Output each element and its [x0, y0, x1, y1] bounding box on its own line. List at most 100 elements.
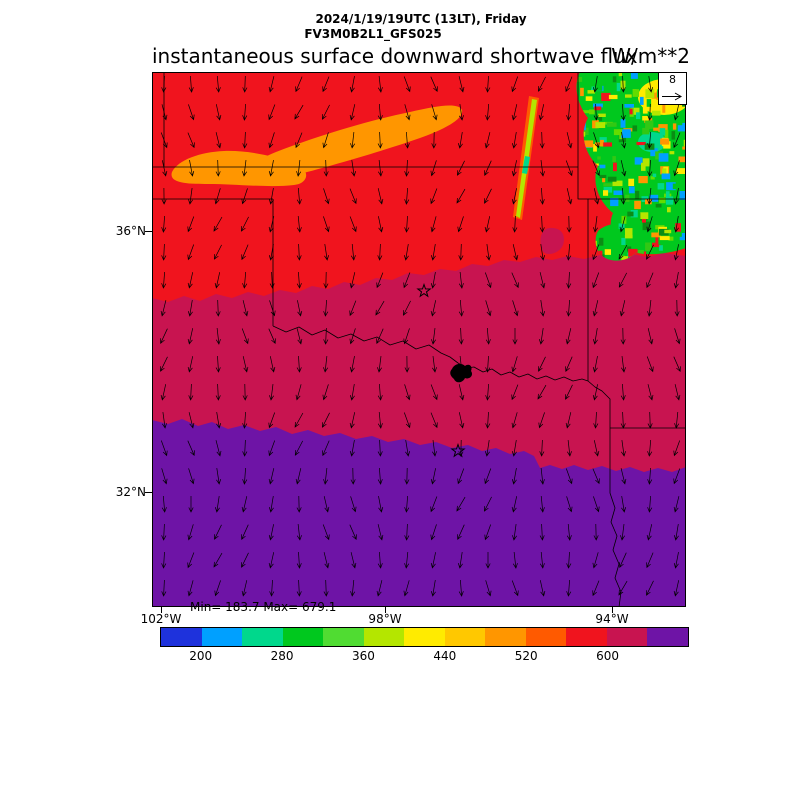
cloud-noise-cell	[625, 228, 633, 237]
wind-arrow	[323, 327, 329, 345]
units-label: W/m**2	[611, 44, 690, 68]
wind-arrow	[403, 580, 410, 597]
wind-arrow	[430, 300, 437, 317]
wind-arrow	[187, 552, 195, 569]
wind-arrow	[161, 187, 167, 205]
wind-arrow	[511, 272, 519, 289]
wind-arrow	[458, 299, 464, 317]
wind-arrow	[620, 383, 626, 401]
wind-arrow	[322, 440, 330, 457]
wind-arrow	[350, 243, 356, 261]
wind-arrow	[647, 384, 654, 401]
cloud-noise-cell	[634, 200, 641, 210]
lake-texoma	[450, 363, 473, 383]
wind-arrow	[268, 524, 274, 541]
cloud-noise-cell	[624, 235, 633, 239]
xtick-mark-102w	[161, 607, 162, 613]
wind-arrow	[350, 496, 357, 513]
cloud-noise-cell	[587, 90, 595, 94]
wind-arrow	[621, 496, 627, 513]
cloud-noise-cell	[679, 236, 686, 241]
wind-arrow	[647, 467, 653, 485]
cloud-noise-cell	[662, 168, 667, 176]
cloud-noise-cell	[636, 112, 641, 120]
wind-arrow	[403, 300, 411, 316]
wind-arrow	[187, 132, 195, 149]
wind-arrow	[430, 412, 438, 429]
wind-arrow	[294, 412, 304, 428]
city-star-marker	[416, 282, 432, 298]
wind-arrow	[431, 104, 438, 121]
wind-arrow	[403, 76, 411, 93]
wind-arrow	[349, 76, 355, 93]
wind-arrow	[160, 440, 168, 457]
wind-arrow	[297, 300, 303, 317]
cloud-noise-cell	[661, 173, 671, 180]
wind-arrow	[377, 131, 383, 149]
wind-arrow	[621, 440, 626, 457]
wind-arrow	[538, 76, 546, 92]
wind-arrow	[673, 496, 680, 513]
wind-arrow	[565, 468, 573, 485]
cloud-noise-cell	[636, 83, 640, 90]
wind-arrow	[323, 496, 330, 513]
wind-arrow	[673, 440, 681, 457]
colorbar-segment	[363, 628, 405, 646]
wind-arrow	[592, 356, 598, 373]
wind-arrow	[618, 244, 628, 260]
cloud-noise-cell	[632, 125, 638, 132]
cloud-noise-cell	[629, 108, 633, 115]
wind-arrow	[674, 328, 681, 345]
cloud-noise-cell	[621, 256, 628, 260]
wind-arrow	[404, 551, 410, 569]
wind-arrow	[378, 216, 384, 233]
wind-arrow	[511, 104, 518, 121]
wind-arrow	[323, 579, 329, 597]
wind-arrow	[539, 467, 545, 485]
wind-arrow	[349, 524, 357, 541]
wind-arrow	[161, 215, 167, 233]
wind-arrow	[216, 412, 222, 429]
cloud-noise-cell	[618, 73, 622, 77]
wind-arrow	[565, 328, 572, 345]
wind-arrow	[674, 411, 680, 429]
wind-arrow	[593, 440, 600, 457]
wind-arrow	[593, 188, 600, 205]
wind-arrow	[457, 468, 465, 485]
cloud-noise-cell	[655, 203, 662, 208]
cloud-noise-cell	[652, 110, 661, 116]
wind-arrow	[377, 243, 383, 261]
wind-arrow	[593, 523, 599, 541]
wind-arrow	[620, 103, 626, 121]
wind-arrow	[647, 188, 653, 205]
cloud-noise-cell	[610, 197, 619, 207]
cloud-noise-cell	[596, 165, 600, 172]
wind-arrow	[618, 272, 628, 288]
wind-arrow	[160, 328, 168, 345]
wind-arrow	[351, 160, 357, 177]
wind-arrow	[188, 412, 195, 429]
wind-arrow	[242, 160, 247, 177]
cloud-noise-cell	[613, 129, 623, 136]
wind-arrow	[566, 496, 573, 513]
wind-arrow	[161, 523, 167, 541]
wind-reference-value: 8	[669, 73, 676, 86]
wind-arrow	[511, 76, 519, 93]
wind-arrow	[324, 244, 330, 261]
cloud-noise-cell	[606, 122, 617, 127]
wind-arrow	[187, 440, 195, 457]
wind-arrow	[485, 411, 491, 429]
wind-arrow	[621, 132, 627, 149]
cloud-noise-cell	[627, 211, 634, 217]
cloud-noise-cell	[576, 77, 583, 82]
wind-arrow	[404, 131, 410, 149]
wind-arrow	[269, 384, 274, 401]
cloud-noise-cell	[634, 157, 643, 165]
wind-arrow	[457, 132, 463, 149]
wind-arrow	[430, 160, 437, 177]
wind-arrow	[187, 272, 194, 289]
wind-arrow	[269, 356, 276, 373]
wind-arrow	[404, 159, 410, 177]
wind-arrow	[539, 523, 545, 541]
field-orange-patch-upper	[251, 105, 463, 181]
